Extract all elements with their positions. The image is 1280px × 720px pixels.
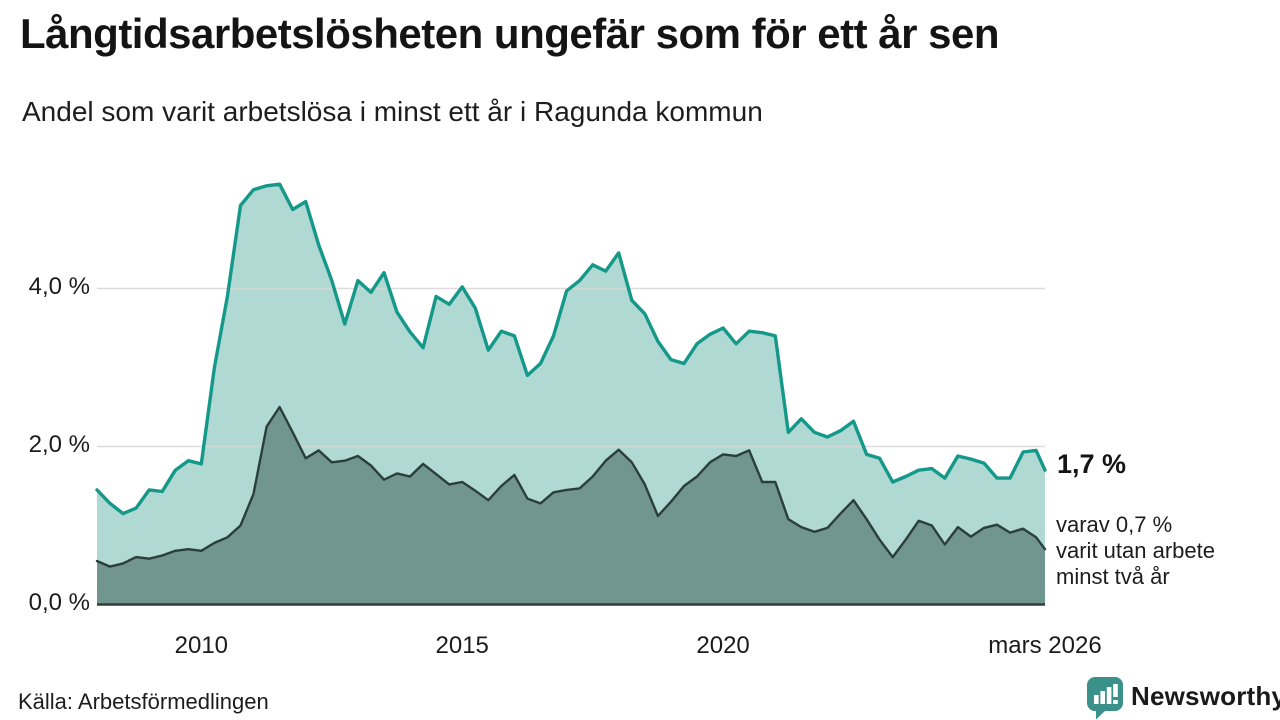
newsworthy-wordmark: Newsworthy (1131, 680, 1280, 711)
newsworthy-logo: Newsworthy (1086, 676, 1280, 720)
series-line-1 (95, 405, 1047, 568)
y-tick-label: 2,0 % (28, 430, 90, 458)
newsworthy-logo-icon (1086, 677, 1123, 720)
series-area-1-top (97, 407, 1045, 605)
chart-subtitle: Andel som varit arbetslösa i minst ett å… (22, 96, 763, 127)
y-tick-label: 4,0 % (28, 272, 90, 300)
series-line-0 (95, 182, 1047, 516)
x-tick-label: 2010 (174, 632, 229, 659)
x-tick-label: mars 2026 (988, 632, 1102, 659)
latest-detail-label: varav 0,7 % varit utan arbete minst två … (1056, 512, 1215, 590)
latest-value-label: 1,7 % (1057, 449, 1127, 479)
x-tick-label: 2020 (696, 632, 750, 659)
detail-line-2: varit utan arbete (1056, 538, 1215, 563)
detail-line-3: minst två år (1056, 564, 1170, 589)
page-title: Långtidsarbetslösheten ungefär som för e… (20, 10, 1000, 57)
detail-line-1: varav 0,7 % (1056, 512, 1173, 537)
area-chart-canvas (95, 182, 1047, 606)
y-tick-label: 0,0 % (28, 589, 90, 616)
source-caption: Källa: Arbetsförmedlingen (18, 689, 269, 714)
area-chart (95, 170, 1047, 606)
x-tick-label: 2015 (435, 632, 489, 659)
